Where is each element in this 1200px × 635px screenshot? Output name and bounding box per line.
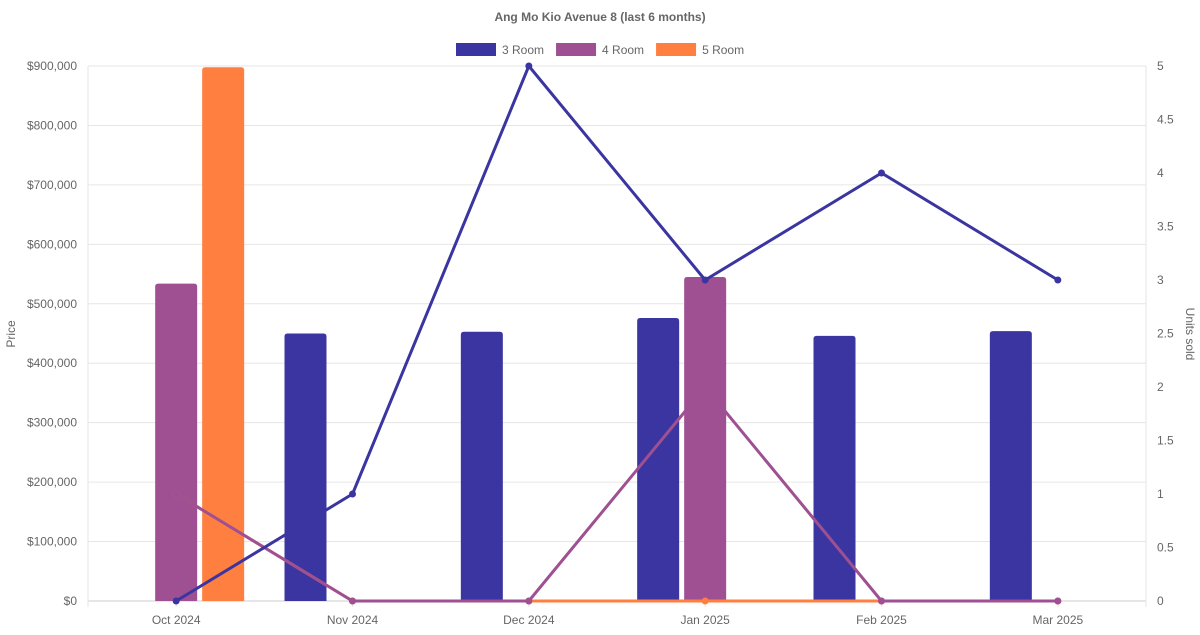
legend-label-2: 5 Room: [702, 43, 744, 57]
y-tick-label: $100,000: [27, 535, 77, 549]
y2-tick-label: 1: [1157, 487, 1164, 501]
bar-4-room: [684, 277, 727, 601]
y-tick-label: $300,000: [27, 416, 77, 430]
point-4-room: [701, 383, 709, 391]
y-tick-label: $0: [64, 594, 78, 608]
y-tick-label: $800,000: [27, 118, 77, 132]
y-axis-title: Price: [4, 320, 18, 348]
point-4-room: [1054, 597, 1062, 605]
y-tick-label: $400,000: [27, 356, 77, 370]
x-tick-label: Feb 2025: [856, 613, 907, 627]
point-3-room: [701, 276, 709, 284]
y2-tick-label: 2.5: [1157, 327, 1174, 341]
point-4-room: [349, 597, 356, 605]
y2-axis-title: Units sold: [1183, 308, 1197, 361]
y2-tick-label: 2: [1157, 380, 1164, 394]
bar-3-room: [989, 331, 1032, 601]
x-tick-label: Dec 2024: [503, 613, 555, 627]
x-tick-label: Nov 2024: [327, 613, 379, 627]
y2-tick-label: 4.5: [1157, 113, 1174, 127]
y-tick-label: $900,000: [27, 59, 77, 73]
point-3-room: [878, 169, 885, 177]
x-tick-label: Oct 2024: [152, 613, 201, 627]
line-4-room: [175, 385, 1058, 603]
bar-3-room: [460, 331, 503, 601]
point-4-room: [172, 490, 180, 498]
point-5-room: [701, 597, 709, 605]
y2-tick-label: 3.5: [1157, 220, 1174, 234]
y2-tick-label: 3: [1157, 273, 1164, 287]
gridlines: [87, 65, 1147, 607]
legend-label-1: 4 Room: [602, 43, 644, 57]
x-axis: Oct 2024 Nov 2024 Dec 2024 Jan 2025 Feb 2025…: [152, 613, 1084, 627]
legend: 3 Room 4 Room 5 Room: [456, 43, 744, 57]
y-tick-label: $600,000: [27, 237, 77, 251]
point-3-room: [172, 597, 180, 605]
legend-label-0: 3 Room: [502, 43, 544, 57]
lines: [172, 62, 1062, 605]
y2-tick-label: 0.5: [1157, 541, 1174, 555]
bar-3-room: [284, 333, 327, 601]
x-tick-label: Mar 2025: [1032, 613, 1083, 627]
y-tick-label: $700,000: [27, 178, 77, 192]
bars: [155, 67, 1032, 601]
point-4-room: [878, 597, 885, 605]
bar-3-room: [813, 335, 856, 601]
legend-swatch-2: [656, 43, 697, 56]
y2-tick-label: 1.5: [1157, 434, 1174, 448]
y2-tick-label: 0: [1157, 594, 1164, 608]
legend-swatch-1: [556, 43, 597, 56]
point-3-room: [349, 490, 356, 498]
bar-5-room: [202, 67, 245, 601]
y-tick-label: $500,000: [27, 297, 77, 311]
bar-4-room: [155, 283, 198, 601]
chart-title: Ang Mo Kio Avenue 8 (last 6 months): [494, 10, 705, 24]
x-tick-label: Jan 2025: [680, 613, 730, 627]
y-tick-label: $200,000: [27, 475, 77, 489]
line-3-room: [175, 64, 1059, 603]
y2-tick-label: 4: [1157, 166, 1164, 180]
point-4-room: [525, 597, 533, 605]
y-axis-left: $0 $100,000 $200,000 $300,000 $400,000 $500,0…: [27, 59, 77, 608]
bar-3-room: [637, 318, 680, 601]
point-3-room: [1054, 276, 1062, 284]
legend-swatch-0: [456, 43, 496, 56]
y-axis-right: 0 0.5 1 1.5 2 2.5 3 3.5 4 4.5 5: [1157, 59, 1174, 608]
y2-tick-label: 5: [1157, 59, 1164, 73]
point-3-room: [525, 62, 533, 70]
